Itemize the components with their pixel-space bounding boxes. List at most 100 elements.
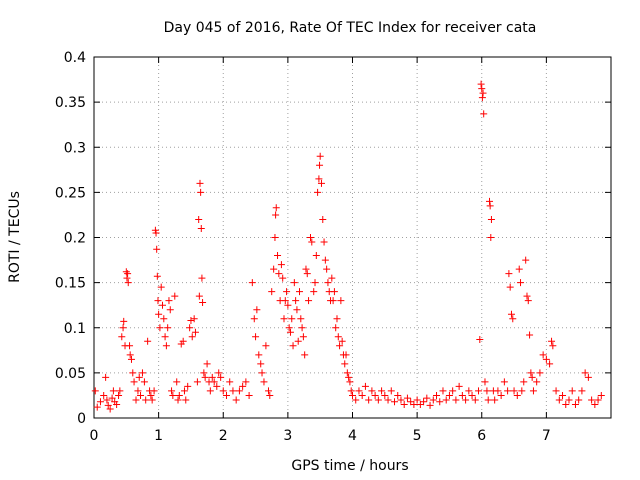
data-point <box>271 234 279 241</box>
data-point <box>368 387 376 395</box>
data-point <box>252 333 260 341</box>
x-tick-label-3: 3 <box>283 428 292 444</box>
data-point <box>302 265 310 273</box>
data-point <box>179 337 187 345</box>
data-point <box>597 391 605 399</box>
data-point <box>528 373 536 381</box>
data-point <box>358 391 366 399</box>
data-point <box>296 288 304 296</box>
data-point <box>548 337 556 345</box>
data-point <box>526 331 534 339</box>
data-point <box>527 369 535 377</box>
data-point <box>147 391 155 399</box>
data-point <box>381 391 389 399</box>
data-point <box>468 391 476 399</box>
data-point <box>384 396 392 404</box>
data-point <box>342 351 350 359</box>
data-point <box>479 89 487 97</box>
data-point <box>124 270 132 278</box>
data-point <box>299 333 307 341</box>
data-point <box>478 94 486 102</box>
data-point <box>260 378 268 386</box>
data-point <box>500 378 508 386</box>
data-point <box>529 387 537 395</box>
y-tick-label-4: 0.2 <box>64 231 86 247</box>
y-tick-label-3: 0.15 <box>55 276 86 292</box>
data-point <box>349 391 356 399</box>
data-point <box>217 373 225 381</box>
data-point <box>193 378 201 386</box>
y-tick-label-5: 0.25 <box>55 185 86 201</box>
data-point <box>196 179 204 187</box>
data-point <box>132 396 140 404</box>
data-point <box>429 396 437 404</box>
data-point <box>455 382 463 390</box>
data-point <box>113 400 121 408</box>
data-point <box>391 398 399 406</box>
data-point <box>100 391 108 399</box>
data-point <box>180 387 188 395</box>
data-point <box>365 396 373 404</box>
data-point <box>166 306 174 314</box>
data-point <box>200 369 208 377</box>
chart-title: Day 045 of 2016, Rate Of TEC Index for r… <box>164 20 537 36</box>
data-point <box>135 373 143 381</box>
data-point <box>126 351 134 359</box>
data-point <box>285 324 293 332</box>
data-point <box>588 396 596 404</box>
data-point <box>159 301 167 309</box>
data-point <box>584 373 592 381</box>
data-point <box>559 391 567 399</box>
data-point <box>102 373 110 381</box>
data-point <box>104 401 112 409</box>
data-point <box>195 215 203 223</box>
data-point <box>130 378 138 386</box>
data-point <box>232 396 240 404</box>
x-tick-label-2: 2 <box>219 428 228 444</box>
data-point <box>289 342 297 350</box>
data-point <box>522 256 530 264</box>
data-point <box>305 297 313 305</box>
data-point <box>169 391 177 399</box>
data-point <box>505 270 513 278</box>
data-point <box>581 369 589 377</box>
data-point <box>397 396 405 404</box>
data-point <box>203 360 211 368</box>
data-point <box>157 283 165 291</box>
data-point <box>378 387 386 395</box>
data-point <box>184 382 192 390</box>
data-point <box>471 396 479 404</box>
data-point <box>272 204 280 212</box>
data-point <box>264 387 272 395</box>
data-point <box>294 337 302 345</box>
data-point <box>175 391 183 399</box>
data-point <box>458 391 466 399</box>
data-point <box>268 288 276 296</box>
data-point <box>103 396 111 404</box>
data-point <box>124 279 132 287</box>
data-point <box>272 211 280 219</box>
data-point <box>286 328 294 336</box>
data-point <box>562 400 570 408</box>
data-point <box>591 400 599 408</box>
data-point <box>188 333 196 341</box>
data-point <box>138 369 146 377</box>
data-point <box>168 387 176 395</box>
data-point <box>182 396 190 404</box>
data-point <box>242 378 250 386</box>
data-point <box>312 252 320 260</box>
data-point <box>219 387 227 395</box>
data-point <box>320 238 328 246</box>
data-point <box>96 398 104 406</box>
data-point <box>222 391 230 399</box>
data-point <box>308 238 316 246</box>
data-point <box>480 110 488 118</box>
data-point <box>164 324 172 332</box>
data-point <box>345 373 353 381</box>
data-point <box>152 229 160 237</box>
x-tick-label-1: 1 <box>154 428 163 444</box>
data-point <box>542 355 550 363</box>
data-point <box>478 85 486 93</box>
data-point <box>288 315 296 323</box>
y-tick-label-8: 0.4 <box>64 50 86 66</box>
